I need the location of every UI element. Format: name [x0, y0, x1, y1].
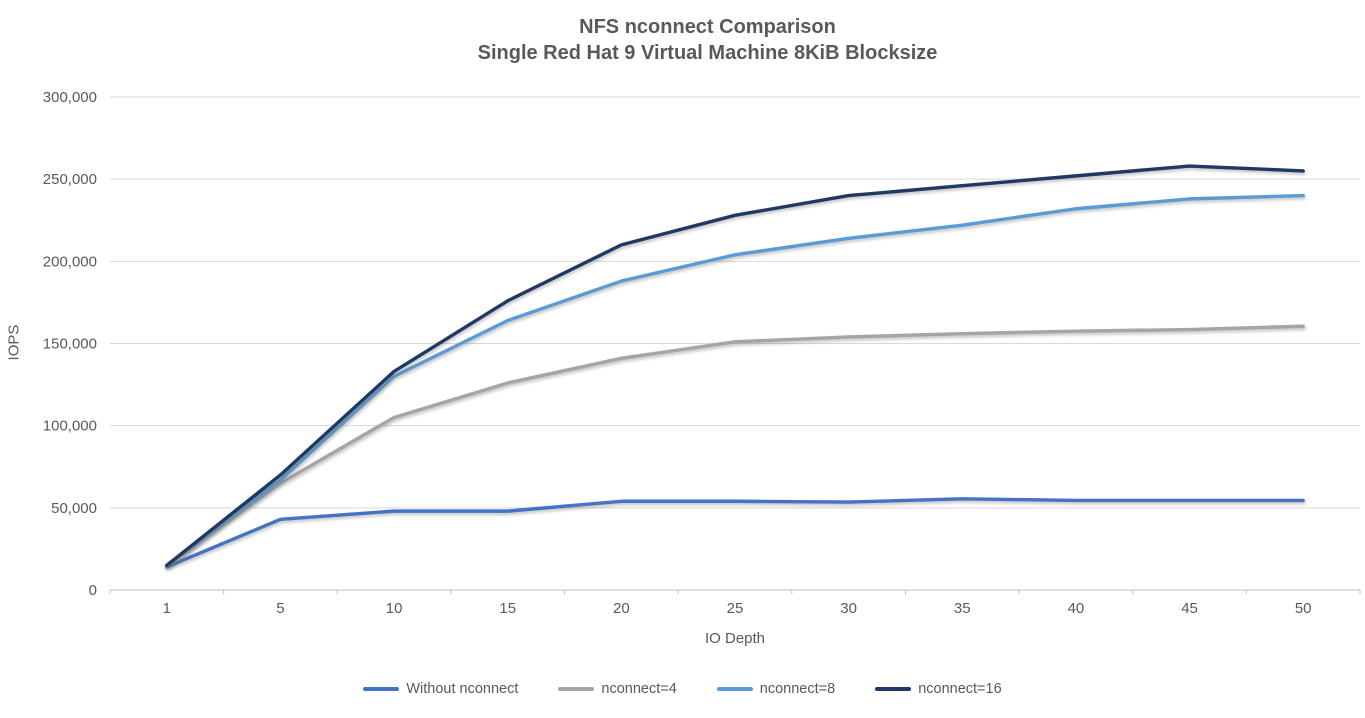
y-tick-label: 100,000 — [43, 418, 97, 435]
y-tick-label: 300,000 — [43, 89, 97, 106]
y-tick-label: 150,000 — [43, 336, 97, 353]
x-tick-label: 50 — [1295, 600, 1312, 617]
legend-label: nconnect=16 — [918, 681, 1002, 697]
series-line-nconnect-16 — [165, 164, 1305, 568]
series-line-nconnect-8 — [165, 193, 1305, 568]
x-tick-label: 10 — [386, 600, 403, 617]
legend-item-nconnect-16: nconnect=16 — [875, 681, 1002, 697]
legend-marker-line-icon — [363, 687, 400, 691]
legend-label: nconnect=8 — [759, 681, 836, 697]
x-tick-label: 30 — [840, 600, 857, 617]
legend-item-nconnect-8: nconnect=8 — [716, 681, 836, 697]
chart-title: NFS nconnect Comparison Single Red Hat 9… — [60, 14, 1355, 66]
x-tick-label: 5 — [276, 600, 284, 617]
x-tick-label: 1 — [163, 600, 171, 617]
series-line-nconnect-4 — [165, 324, 1305, 568]
legend-marker-line-icon — [716, 687, 753, 691]
y-tick-label: 50,000 — [51, 500, 97, 517]
x-tick-label: 40 — [1068, 600, 1085, 617]
legend-label: Without nconnect — [406, 681, 519, 697]
legend-marker-line-icon — [875, 687, 912, 691]
x-tick-label: 20 — [613, 600, 630, 617]
legend-item-nconnect-4: nconnect=4 — [558, 681, 677, 697]
chart-legend: Without nconnect nconnect=4 nconnect=8 n… — [0, 681, 1365, 697]
series-line-without-nconnect — [165, 497, 1305, 569]
x-tick-label: 45 — [1181, 600, 1198, 617]
y-axis-title: IOPS — [5, 324, 23, 361]
y-tick-label: 0 — [89, 582, 97, 599]
legend-item-without-nconnect: Without nconnect — [363, 681, 518, 697]
legend-marker-line-icon — [558, 687, 595, 691]
chart-title-line-2: Single Red Hat 9 Virtual Machine 8KiB Bl… — [477, 42, 938, 64]
x-tick-label: 35 — [954, 600, 971, 617]
y-tick-label: 250,000 — [43, 171, 97, 188]
chart-title-line-1: NFS nconnect Comparison — [579, 16, 836, 38]
x-axis-title: IO Depth — [704, 630, 766, 647]
x-tick-label: 25 — [727, 600, 744, 617]
legend-label: nconnect=4 — [601, 681, 677, 697]
x-tick-label: 15 — [499, 600, 516, 617]
y-tick-label: 200,000 — [43, 253, 97, 270]
